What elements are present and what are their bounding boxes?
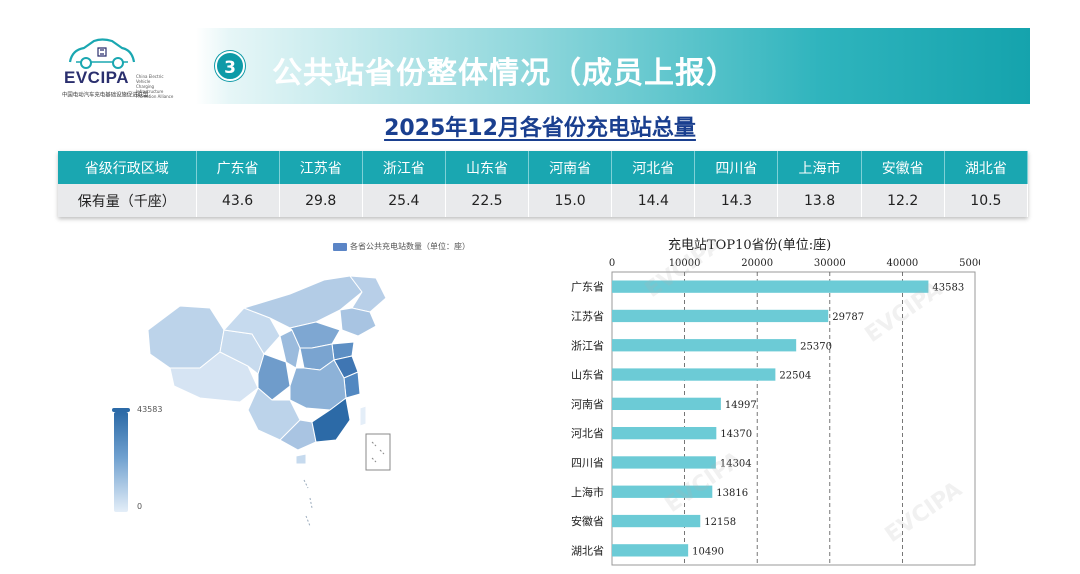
color-scale-bar[interactable]: [114, 412, 128, 512]
legend-swatch: [333, 242, 347, 251]
bar: [612, 339, 797, 352]
map-region-central[interactable]: [289, 359, 347, 411]
bar: [612, 426, 717, 440]
title-banner: [196, 28, 1030, 104]
data-label: 43583: [932, 283, 964, 294]
map-legend[interactable]: 各省公共充电站数量（单位：座）: [333, 241, 470, 252]
car-plug-icon: [68, 38, 136, 69]
table-header-cell: 河南省: [528, 151, 613, 184]
logo-chinese-name: 中国电动汽车充电基础设施促进联盟: [62, 91, 149, 99]
color-scale-min: 0: [137, 502, 143, 511]
table-header-cell: 江苏省: [279, 151, 363, 184]
y-tick-label: 上海市: [571, 485, 604, 499]
map-region-taiwan[interactable]: [359, 405, 367, 427]
y-tick-label: 湖北省: [571, 544, 604, 557]
logo-english: China Electric Vehicle Charging Infrastr…: [136, 74, 174, 99]
chart-title: 充电站TOP10省份(单位:座): [668, 238, 832, 253]
color-scale-handle[interactable]: [112, 408, 130, 412]
table-header-cell: 山东省: [445, 151, 530, 184]
table-value-cell: 22.5: [445, 184, 530, 217]
y-tick-label: 江苏省: [571, 310, 604, 323]
evcipa-logo: EVCIPA China Electric Vehicle Charging I…: [60, 34, 190, 100]
map-region-shaanxi[interactable]: [279, 329, 301, 369]
table-value-cell: 25.4: [362, 184, 446, 217]
map-region-guangdong[interactable]: [311, 397, 351, 443]
data-label: 22504: [779, 371, 811, 382]
table-header-cell: 广东省: [196, 151, 280, 184]
table-header-cell: 河北省: [611, 151, 696, 184]
bar: [612, 368, 776, 381]
y-tick-label: 安徽省: [571, 514, 604, 528]
x-tick-label: 50000: [959, 258, 980, 269]
bar: [612, 397, 721, 411]
bar: [612, 456, 716, 469]
table-header-cell: 安徽省: [861, 151, 945, 184]
plot-frame: [611, 271, 976, 566]
x-tick-label: 40000: [886, 258, 918, 269]
map-region-hainan[interactable]: [295, 453, 307, 465]
table-value-cell: 13.8: [777, 184, 862, 217]
y-tick-label: 河北省: [571, 427, 604, 440]
south-china-sea-inset: [365, 433, 391, 471]
x-tick-label: 30000: [814, 258, 846, 269]
data-label: 14997: [725, 400, 757, 411]
table-header-cell: 湖北省: [944, 151, 1029, 184]
table-header-row: 省级行政区域 广东省 江苏省 浙江省 山东省 河南省 河北省 四川省 上海市 安…: [58, 151, 1029, 184]
x-tick-label: 20000: [741, 258, 773, 269]
y-tick-label: 山东省: [571, 369, 604, 382]
table-value-cell: 10.5: [944, 184, 1029, 217]
data-label: 29787: [832, 312, 864, 323]
table-value-label: 保有量（千座）: [58, 184, 197, 217]
page-title: 公共站省份整体情况（成员上报）: [272, 56, 737, 91]
table-value-cell: 29.8: [279, 184, 363, 217]
page-subtitle: 2025年12月各省份充电站总量: [384, 116, 696, 141]
table-value-cell: 12.2: [861, 184, 945, 217]
logo-brand: EVCIPA: [64, 68, 130, 87]
y-tick-label: 广东省: [571, 281, 604, 294]
china-choropleth-map: [147, 275, 391, 527]
table-value-row: 保有量（千座） 43.6 29.8 25.4 22.5 15.0 14.4 14…: [58, 184, 1029, 217]
x-tick-label: 10000: [669, 258, 701, 269]
color-scale-max: 43583: [137, 405, 163, 414]
data-label: 10490: [692, 546, 724, 557]
table-header-cell: 上海市: [777, 151, 862, 184]
table-header-label: 省级行政区域: [58, 151, 197, 184]
table-value-cell: 43.6: [196, 184, 280, 217]
section-number-badge: 3: [215, 51, 245, 81]
bar: [612, 309, 829, 323]
y-tick-label: 河南省: [571, 398, 604, 411]
bar: [612, 280, 929, 293]
bar: [612, 544, 689, 557]
bar: [612, 485, 713, 498]
table-value-cell: 14.4: [611, 184, 696, 217]
map-region-inner-mongolia[interactable]: [242, 275, 363, 329]
bar: [612, 514, 701, 528]
province-table: 省级行政区域 广东省 江苏省 浙江省 山东省 河南省 河北省 四川省 上海市 安…: [58, 151, 1029, 217]
table-header-cell: 浙江省: [362, 151, 446, 184]
table-value-cell: 14.3: [694, 184, 779, 217]
data-label: 12158: [704, 517, 736, 528]
data-label: 13816: [716, 488, 748, 499]
y-tick-label: 浙江省: [571, 339, 604, 352]
y-tick-label: 四川省: [571, 456, 604, 469]
data-label: 14370: [720, 429, 752, 440]
data-label: 14304: [720, 458, 752, 469]
x-tick-label: 0: [609, 258, 615, 269]
table-value-cell: 15.0: [528, 184, 613, 217]
map-region-jilin-liaoning[interactable]: [339, 307, 377, 337]
table-header-cell: 四川省: [694, 151, 779, 184]
data-label: 25370: [800, 341, 832, 352]
bar-chart: 0 10000 20000 30000 40000 50000 广东省 43583 江苏省 297…: [571, 258, 980, 566]
